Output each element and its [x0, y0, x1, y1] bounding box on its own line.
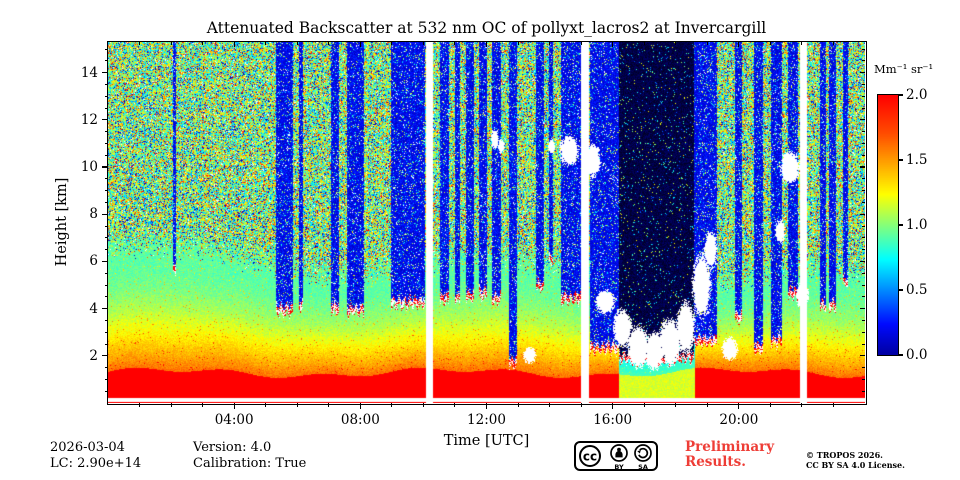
cc-by-person-icon: BY: [610, 444, 628, 471]
x-tick-label: 04:00: [214, 412, 254, 428]
x-tick-label: 08:00: [340, 412, 380, 428]
y-tick-label: 12: [80, 111, 98, 128]
colorbar-tick-label: 1.0: [906, 217, 928, 233]
copyright-line1: © TROPOS 2026.: [806, 450, 883, 460]
colorbar-tick-mark: [899, 289, 903, 291]
copyright-note: © TROPOS 2026. CC BY SA 4.0 License.: [806, 450, 905, 470]
plot-title: Attenuated Backscatter at 532 nm OC of p…: [206, 19, 767, 37]
colorbar-tick-mark: [899, 94, 903, 96]
preliminary-results-note: Preliminary Results.: [685, 440, 774, 470]
colorbar-tick-label: 2.0: [906, 87, 928, 103]
heatmap-canvas: [107, 41, 865, 403]
colorbar-label: Mm⁻¹ sr⁻¹: [874, 62, 934, 76]
y-tick-label: 4: [89, 300, 98, 317]
colorbar-tick-label: 0.5: [906, 282, 928, 298]
y-axis-label: Height [km]: [54, 177, 70, 267]
copyright-line2: CC BY SA 4.0 License.: [806, 459, 905, 470]
x-tick-label: 16:00: [593, 412, 633, 428]
colorbar-canvas: [878, 95, 898, 355]
colorbar: [877, 94, 899, 356]
preliminary-line2: Results.: [685, 454, 746, 470]
colorbar-tick-mark: [899, 224, 903, 226]
svg-text:SA: SA: [638, 463, 648, 471]
cc-by-sa-badge-icon: cc BY SA: [574, 441, 658, 471]
x-axis-label: Time [UTC]: [443, 433, 530, 449]
y-tick-label: 14: [80, 64, 98, 81]
footer-lidar-constant: LC: 2.90e+14: [50, 456, 142, 471]
preliminary-line1: Preliminary: [685, 439, 775, 455]
cc-sa-arrow-icon: SA: [634, 444, 652, 471]
colorbar-tick-label: 0.0: [906, 347, 928, 363]
cc-license-badge: cc BY SA: [574, 441, 658, 475]
svg-text:cc: cc: [583, 450, 597, 464]
colorbar-tick-mark: [899, 354, 903, 356]
footer-date: 2026-03-04: [50, 440, 125, 455]
x-tick-label: 12:00: [467, 412, 506, 428]
footer-calibration: Calibration: True: [193, 456, 307, 471]
colorbar-tick-label: 1.5: [906, 152, 928, 168]
cc-logo-icon: cc: [579, 445, 601, 467]
y-tick-label: 2: [89, 347, 98, 364]
y-tick-label: 10: [80, 159, 98, 176]
footer-version: Version: 4.0: [193, 440, 272, 455]
colorbar-tick-mark: [899, 159, 903, 161]
x-tick-label: 20:00: [719, 412, 759, 428]
plot-area: [106, 40, 867, 405]
svg-text:BY: BY: [614, 463, 624, 471]
